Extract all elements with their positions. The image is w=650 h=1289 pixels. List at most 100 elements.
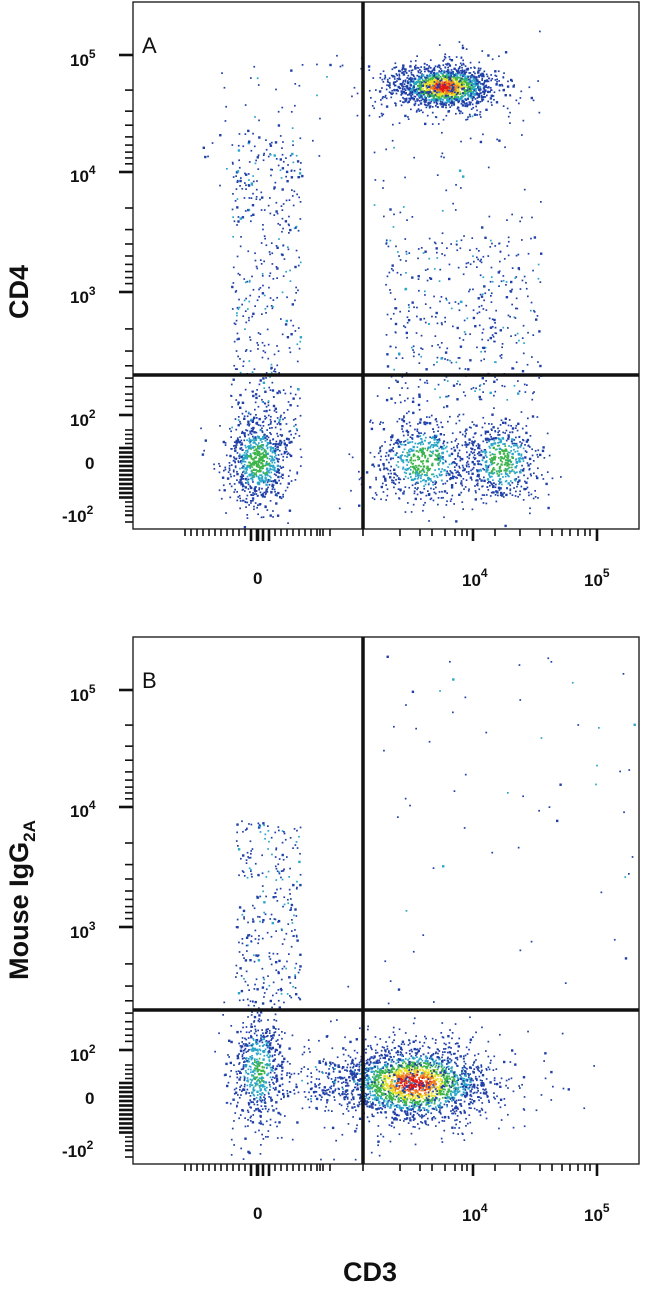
event-dot <box>241 458 245 461</box>
event-dot <box>477 86 479 88</box>
event-dot <box>468 454 471 457</box>
event-dot <box>433 441 436 444</box>
event-dot <box>412 1125 415 1128</box>
event-dot <box>403 83 406 85</box>
event-dot <box>428 493 431 496</box>
event-dot <box>299 137 302 140</box>
event-dot <box>510 470 512 473</box>
event-dot <box>455 361 458 364</box>
event-dot <box>441 426 444 429</box>
event-dot <box>296 360 299 363</box>
event-dot <box>451 461 454 464</box>
event-dot <box>433 295 435 298</box>
event-dot <box>493 482 495 485</box>
event-dot <box>468 465 470 468</box>
event-dot <box>446 83 449 86</box>
event-dot <box>488 471 491 475</box>
event-dot <box>455 93 458 96</box>
event-dot <box>461 464 464 467</box>
event-dot <box>500 463 503 466</box>
event-dot <box>298 84 301 87</box>
event-dot <box>250 454 252 457</box>
event-dot <box>255 159 257 162</box>
event-dot <box>227 471 230 473</box>
event-dot <box>522 119 525 122</box>
event-dot <box>369 486 372 489</box>
event-dot <box>239 455 242 458</box>
event-dot <box>390 74 393 77</box>
event-dot <box>446 71 449 74</box>
event-dot <box>458 467 461 469</box>
event-dot <box>398 352 401 355</box>
event-dot <box>494 453 496 456</box>
event-dot <box>438 491 441 493</box>
event-dot <box>447 62 449 65</box>
event-dot <box>289 453 291 456</box>
event-dot <box>528 467 531 470</box>
event-dot <box>383 77 386 80</box>
event-dot <box>247 478 250 481</box>
event-dot <box>462 81 465 84</box>
event-dot <box>468 113 471 116</box>
event-dot <box>470 447 472 450</box>
event-dot <box>236 479 238 481</box>
event-dot <box>228 467 231 470</box>
event-dot <box>254 436 257 439</box>
event-dot <box>506 245 509 247</box>
event-dot <box>507 482 510 485</box>
event-dot <box>373 498 376 501</box>
event-dot <box>282 459 284 462</box>
event-dot <box>244 444 247 447</box>
event-dot <box>235 441 238 444</box>
event-dot <box>242 432 245 434</box>
event-dot <box>468 88 471 90</box>
event-dot <box>427 91 430 93</box>
event-dot <box>418 442 421 444</box>
event-dot <box>237 216 240 218</box>
event-dot <box>268 251 271 253</box>
event-dot <box>456 445 458 447</box>
event-dot <box>464 394 467 397</box>
event-dot <box>518 390 521 393</box>
event-dot <box>478 460 481 462</box>
event-dot <box>425 460 428 463</box>
event-dot <box>455 184 457 186</box>
event-dot <box>479 111 482 113</box>
event-dot <box>450 243 452 245</box>
event-dot <box>457 86 460 89</box>
event-dot <box>230 475 232 478</box>
event-dot <box>409 78 412 81</box>
event-dot <box>246 449 249 452</box>
event-dot <box>515 436 517 439</box>
event-dot <box>547 506 550 510</box>
event-dot <box>426 114 429 117</box>
event-dot <box>403 443 406 446</box>
event-dot <box>272 450 274 452</box>
event-dot <box>479 463 482 465</box>
event-dot <box>511 267 514 269</box>
event-dot <box>267 478 270 481</box>
x-tick-label-a-0: 0 <box>253 569 262 588</box>
event-dot <box>522 460 525 462</box>
event-dot <box>481 72 484 75</box>
event-dot <box>447 76 450 79</box>
event-dot <box>503 385 506 388</box>
event-dot <box>531 448 533 451</box>
event-dot <box>418 110 421 112</box>
event-dot <box>319 117 321 120</box>
event-dot <box>341 64 344 67</box>
event-dot <box>267 474 269 477</box>
event-dot <box>262 154 265 156</box>
event-dot <box>477 95 481 98</box>
event-dot <box>442 89 445 92</box>
event-dot <box>253 505 255 508</box>
event-dot <box>441 78 443 80</box>
event-dot <box>513 442 516 445</box>
event-dot <box>450 90 452 93</box>
event-dot <box>430 487 432 490</box>
event-dot <box>421 348 424 350</box>
event-dot <box>452 477 455 480</box>
event-dot <box>278 421 280 424</box>
event-dot <box>254 393 258 396</box>
event-dot <box>490 266 493 269</box>
